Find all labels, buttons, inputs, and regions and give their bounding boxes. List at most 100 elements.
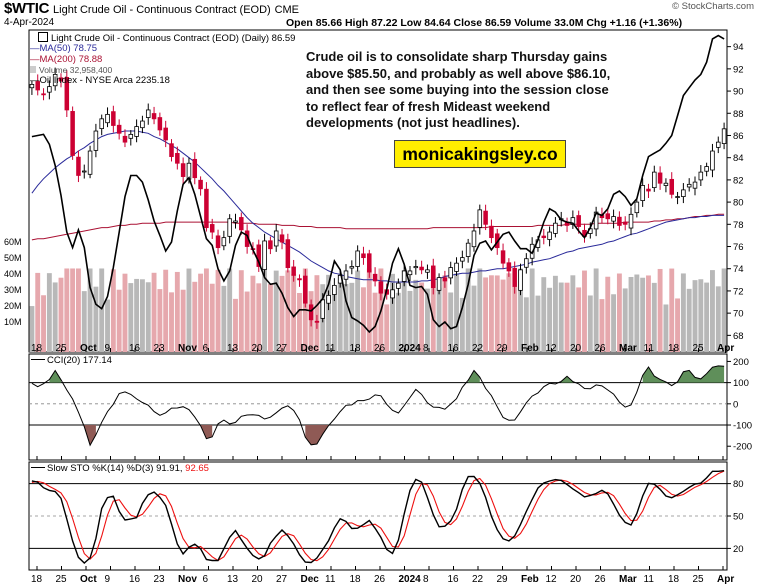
candle-body — [704, 166, 709, 172]
candle-body — [320, 299, 326, 319]
legend-main: Light Crude Oil - Continuous Contract (E… — [38, 32, 295, 44]
panel-frame-cci — [28, 353, 728, 461]
volume-bar — [523, 297, 529, 352]
volume-bar — [419, 282, 425, 352]
candle-body — [640, 185, 645, 201]
price-tick-label: 74 — [733, 264, 744, 275]
x-tick-label: 16 — [129, 343, 141, 354]
volume-bar — [203, 268, 209, 352]
volume-bar — [436, 287, 442, 352]
volume-bar — [29, 306, 35, 352]
volume-bar — [395, 292, 401, 352]
candle-body — [390, 289, 395, 299]
x-tick-label-bottom: 20 — [252, 574, 264, 585]
candle-body — [314, 320, 320, 323]
x-tick-label-bottom: 23 — [154, 574, 166, 585]
volume-bar — [221, 285, 227, 352]
candle-body — [652, 171, 657, 189]
cci-tick-label: 200 — [733, 357, 749, 368]
volume-bar — [105, 299, 110, 352]
candle-body — [506, 262, 512, 272]
x-tick-label: 11 — [644, 343, 655, 354]
candle-body — [93, 130, 99, 151]
price-tick-label: 70 — [733, 309, 744, 320]
volume-bar — [250, 275, 256, 352]
x-tick-label: 13 — [227, 343, 239, 354]
candle-body — [634, 201, 640, 214]
volume-bar — [611, 294, 617, 352]
candle-body — [41, 93, 46, 96]
volume-bar — [273, 270, 279, 352]
volume-bar — [622, 288, 628, 352]
price-tick-label: 92 — [733, 64, 744, 75]
cci-overbought-fill — [49, 370, 61, 383]
x-tick-label: Mar — [619, 343, 637, 354]
ticker-symbol: $WTIC Light Crude Oil - Continuous Contr… — [4, 0, 299, 17]
volume-bar — [483, 277, 489, 352]
volume-bar — [710, 270, 715, 352]
x-tick-label: Oct — [80, 343, 97, 354]
x-tick-label-bottom: 11 — [325, 574, 336, 585]
candle-body — [52, 74, 58, 87]
volume-bar — [337, 273, 343, 352]
price-tick-label: 82 — [733, 175, 744, 186]
candle-body — [657, 172, 663, 184]
volume-bar — [605, 276, 611, 352]
candle-body — [721, 128, 727, 144]
x-tick-label-bottom: 18 — [31, 574, 43, 585]
volume-bar — [547, 287, 553, 352]
volume-bar — [46, 273, 52, 352]
volume-bar — [314, 275, 320, 352]
brand-watermark: monicakingsley.co — [394, 140, 566, 168]
cci-tick-label: 100 — [733, 378, 749, 389]
candle-body — [76, 156, 81, 176]
x-tick-label-bottom: 13 — [227, 574, 239, 585]
candle-body — [105, 113, 110, 124]
candle-body — [70, 111, 75, 156]
volume-bar — [692, 280, 698, 352]
price-tick-label: 68 — [733, 331, 744, 342]
volume-bar — [715, 286, 721, 352]
candle-body — [221, 237, 227, 247]
volume-bar — [663, 304, 669, 352]
candle-body — [262, 240, 267, 270]
x-tick-label: 11 — [325, 343, 336, 354]
x-tick-label: 25 — [56, 343, 68, 354]
candle-body — [367, 253, 372, 273]
x-tick-label: 18 — [350, 343, 362, 354]
volume-bar — [41, 295, 46, 352]
x-tick-label-bottom: 16 — [129, 574, 141, 585]
volume-bar — [459, 297, 465, 352]
volume-bar — [192, 281, 198, 352]
candle-body — [628, 213, 634, 229]
candle-body — [407, 270, 413, 276]
volume-bar — [680, 273, 686, 352]
legend-ma200: —MA(200) 78.88 — [30, 54, 102, 65]
volume-bar — [646, 275, 651, 352]
ma50-line — [31, 130, 725, 283]
candle-body — [192, 158, 198, 179]
volume-bar — [227, 268, 233, 352]
x-tick-label-bottom: 11 — [644, 574, 655, 585]
volume-bar — [390, 273, 395, 352]
legend-ma50-text: MA(50) 78.75 — [39, 43, 98, 54]
volume-bar — [93, 286, 99, 352]
candle-body — [454, 262, 459, 272]
volume-axis-label: 20M — [4, 301, 22, 311]
candle-body — [303, 275, 308, 304]
candle-body — [116, 124, 122, 134]
candle-body — [622, 221, 628, 225]
volume-bar — [372, 292, 378, 352]
candle-body — [524, 258, 529, 268]
volume-bar — [401, 270, 407, 352]
candle-body — [518, 269, 523, 291]
candle-body — [227, 218, 232, 237]
line-legend-icon: — — [30, 43, 40, 54]
volume-bar — [669, 268, 675, 352]
oil-index-line — [31, 34, 725, 334]
candle-body — [233, 220, 238, 223]
x-tick-label-bottom: 25 — [56, 574, 68, 585]
candle-body — [593, 211, 599, 230]
x-tick-label: 18 — [31, 343, 43, 354]
candle-body — [430, 265, 436, 289]
